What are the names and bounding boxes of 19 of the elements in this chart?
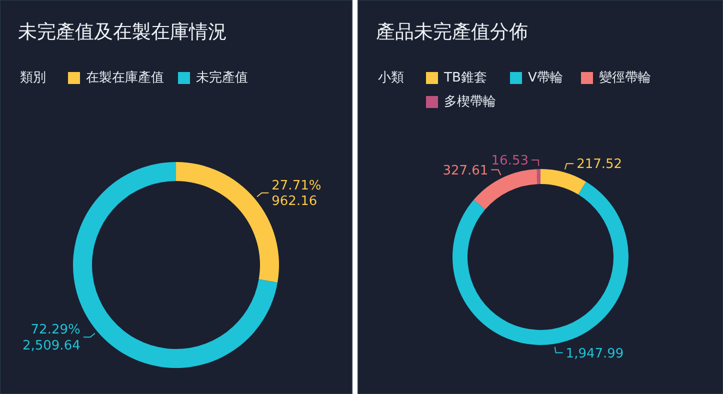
legend-label: V帶輪 xyxy=(528,70,563,86)
data-label: 1,947.99 xyxy=(566,346,624,362)
chart-title: 產品未完產值分佈 xyxy=(376,21,528,43)
data-label: 27.71% 962.16 xyxy=(272,178,322,209)
data-label: 72.29% 2,509.64 xyxy=(22,322,80,354)
data-label: 16.53 xyxy=(491,154,528,169)
donut-slice xyxy=(540,169,586,195)
legend-label: 變徑帶輪 xyxy=(599,70,651,86)
legend-label: 未完產值 xyxy=(196,70,248,86)
data-label: 327.61 xyxy=(442,163,488,178)
legend-title: 類別 xyxy=(20,70,46,86)
legend-label: TB錐套 xyxy=(443,70,487,86)
donut-slice xyxy=(452,182,628,345)
chart-title: 未完產值及在製在庫情況 xyxy=(18,21,227,43)
legend-label: 多楔帶輪 xyxy=(444,94,496,110)
data-label: 217.52 xyxy=(576,157,622,172)
donut-slice xyxy=(536,169,540,184)
legend-label: 在製在庫產值 xyxy=(86,70,164,86)
legend-title: 小類 xyxy=(378,70,404,86)
